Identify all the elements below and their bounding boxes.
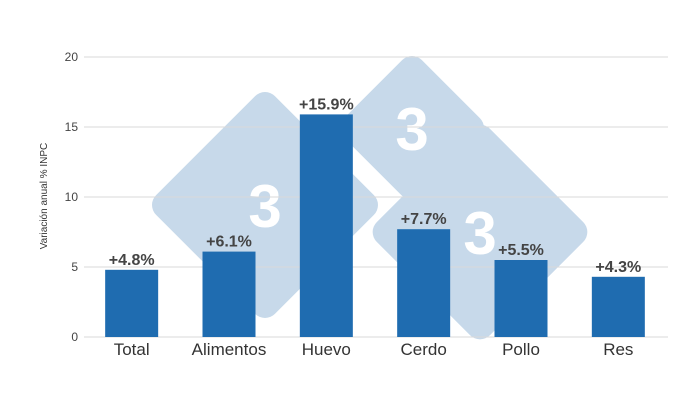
data-label: +5.5% (498, 242, 544, 259)
watermark-digit: 3 (248, 173, 281, 240)
watermark-digit: 3 (463, 200, 496, 267)
category-label: Cerdo (401, 340, 447, 359)
y-tick-label: 15 (65, 120, 79, 134)
watermark-digit: 3 (395, 96, 428, 163)
data-label: +7.7% (401, 211, 447, 228)
y-tick-label: 0 (71, 330, 78, 344)
y-axis-ticks: 0 5 10 15 20 (65, 50, 79, 344)
data-label: +6.1% (206, 234, 252, 251)
y-tick-label: 20 (65, 50, 79, 64)
bar (105, 269, 159, 337)
y-tick-label: 5 (71, 260, 78, 274)
bar (494, 260, 548, 337)
bar (397, 229, 451, 337)
bar (299, 114, 353, 338)
category-label: Total (114, 340, 150, 359)
category-label: Huevo (302, 340, 351, 359)
data-label: +4.8% (109, 252, 155, 269)
category-label: Res (603, 340, 633, 359)
data-labels: +4.8% +6.1% +15.9% +7.7% +5.5% +4.3% (109, 96, 641, 275)
x-axis-categories: Total Alimentos Huevo Cerdo Pollo Res (114, 340, 634, 359)
data-label: +15.9% (299, 96, 354, 113)
category-label: Alimentos (192, 340, 267, 359)
y-tick-label: 10 (65, 190, 79, 204)
data-label: +4.3% (595, 259, 641, 276)
gridlines (84, 56, 668, 338)
bar (591, 276, 645, 337)
category-label: Pollo (502, 340, 540, 359)
y-axis-title: Variación anual % INPC (39, 143, 50, 250)
bar (202, 251, 256, 337)
bars (105, 114, 645, 338)
